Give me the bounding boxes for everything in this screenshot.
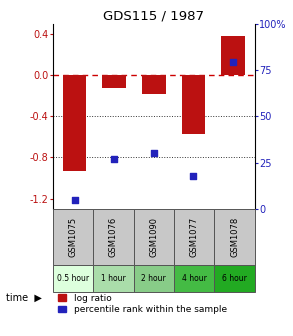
Bar — [174, 209, 214, 265]
Text: GSM1078: GSM1078 — [230, 217, 239, 257]
Text: GSM1090: GSM1090 — [149, 217, 158, 257]
Bar — [134, 265, 174, 292]
Bar — [214, 265, 255, 292]
Bar — [53, 209, 93, 265]
Bar — [63, 75, 86, 171]
Bar — [214, 209, 255, 265]
Text: 2 hour: 2 hour — [142, 274, 166, 283]
Text: 0.5 hour: 0.5 hour — [57, 274, 89, 283]
Title: GDS115 / 1987: GDS115 / 1987 — [103, 9, 204, 23]
Point — [191, 173, 196, 178]
Point — [72, 197, 77, 202]
Text: GSM1076: GSM1076 — [109, 217, 118, 257]
Point — [112, 156, 117, 162]
Point — [151, 151, 156, 156]
Bar — [93, 209, 134, 265]
Text: GSM1075: GSM1075 — [69, 217, 77, 257]
Bar — [134, 209, 174, 265]
Text: 1 hour: 1 hour — [101, 274, 126, 283]
Bar — [182, 75, 205, 134]
Text: GSM1077: GSM1077 — [190, 217, 199, 257]
Text: 4 hour: 4 hour — [182, 274, 207, 283]
Legend: log ratio, percentile rank within the sample: log ratio, percentile rank within the sa… — [57, 293, 228, 315]
Bar — [142, 75, 166, 94]
Text: 6 hour: 6 hour — [222, 274, 247, 283]
Point — [231, 60, 236, 65]
Bar — [53, 265, 93, 292]
Bar — [221, 36, 245, 75]
Bar — [93, 265, 134, 292]
Text: time  ▶: time ▶ — [6, 292, 42, 302]
Bar — [102, 75, 126, 88]
Bar — [174, 265, 214, 292]
